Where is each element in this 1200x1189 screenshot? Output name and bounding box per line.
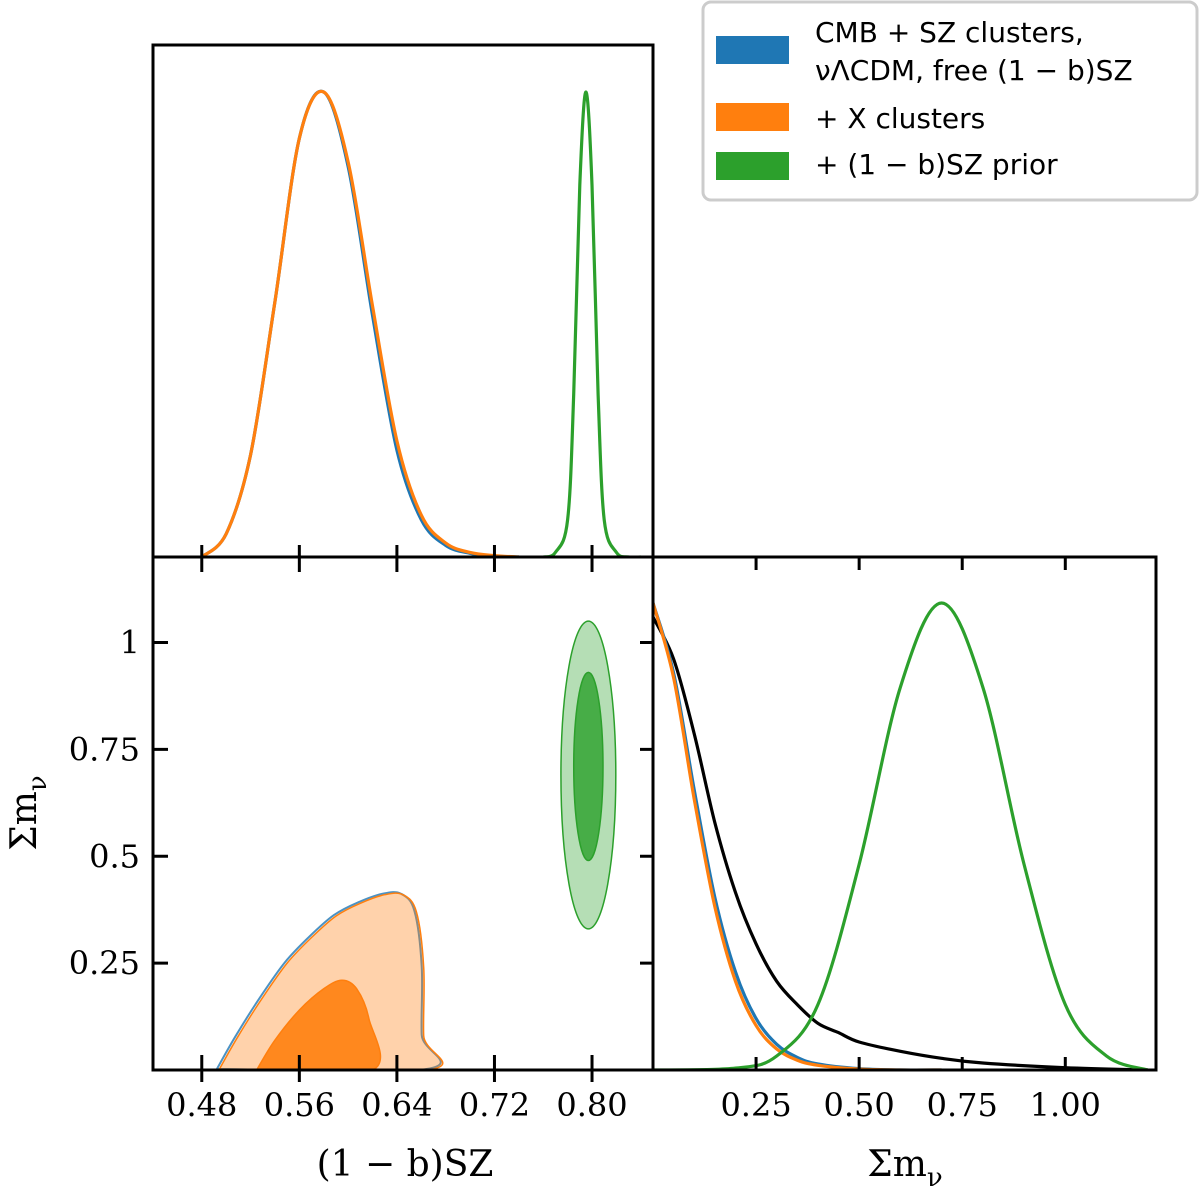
- bl-xtick-label-0: 0.48: [166, 1086, 237, 1124]
- x-axis-label-left: (1 − b)SZ: [317, 1144, 494, 1185]
- bl-xtick-label-1: 0.56: [264, 1086, 335, 1124]
- curve-green-1d-bias: [542, 90, 641, 557]
- br-xtick-label-1: 0.50: [824, 1086, 895, 1124]
- bl-xtick-label-4: 0.80: [556, 1086, 627, 1124]
- curve-orange-1d-bias: [200, 89, 519, 557]
- contour-green-68: [572, 671, 604, 862]
- panel-bottom-right-frame: [651, 555, 1158, 1072]
- legend-swatch-blue: [716, 36, 789, 64]
- bl-xtick-label-3: 0.72: [459, 1086, 530, 1124]
- bl-ytick-label-3: 1: [120, 624, 140, 662]
- panel-bottom-left: 0.48 0.56 0.64 0.72 0.80 0.25 0.5 0.75 1 (1 − b…: [4, 555, 655, 1185]
- legend-swatch-orange: [716, 103, 789, 131]
- legend-frame: [701, 0, 1199, 202]
- curve-black-1d-mnu: [653, 616, 1148, 1070]
- curve-blue-1d-bias: [200, 89, 519, 557]
- br-xtick-label-3: 1.00: [1030, 1086, 1101, 1124]
- x-axis-label-right: Σmν: [867, 1144, 942, 1189]
- br-xtick-label-2: 0.75: [927, 1086, 998, 1124]
- br-xtick-label-0: 0.25: [720, 1086, 791, 1124]
- legend-label-3: + (1 − b)SZ prior: [815, 148, 1058, 181]
- bl-ytick-label-0: 0.25: [69, 944, 140, 982]
- curve-green-1d-mnu: [653, 601, 1149, 1070]
- curve-blue-1d-mnu: [653, 602, 942, 1070]
- panel-bottom-right: 0.25 0.50 0.75 1.00 Σmν: [651, 555, 1158, 1189]
- curve-orange-1d-mnu: [653, 602, 942, 1070]
- legend-label-1a: CMB + SZ clusters,: [815, 16, 1084, 49]
- panel-top-left: [151, 43, 655, 559]
- legend-label-2: + X clusters: [815, 102, 985, 135]
- bl-ytick-label-2: 0.75: [69, 730, 140, 768]
- bl-xtick-label-2: 0.64: [361, 1086, 432, 1124]
- legend: CMB + SZ clusters, νΛCDM, free (1 − b)SZ…: [701, 0, 1199, 202]
- y-axis-label: Σmν: [4, 775, 53, 850]
- bl-ytick-label-1: 0.5: [89, 837, 140, 875]
- legend-swatch-green: [716, 152, 789, 180]
- contour-orange-95: [218, 892, 444, 1070]
- legend-label-1b: νΛCDM, free (1 − b)SZ: [815, 54, 1133, 87]
